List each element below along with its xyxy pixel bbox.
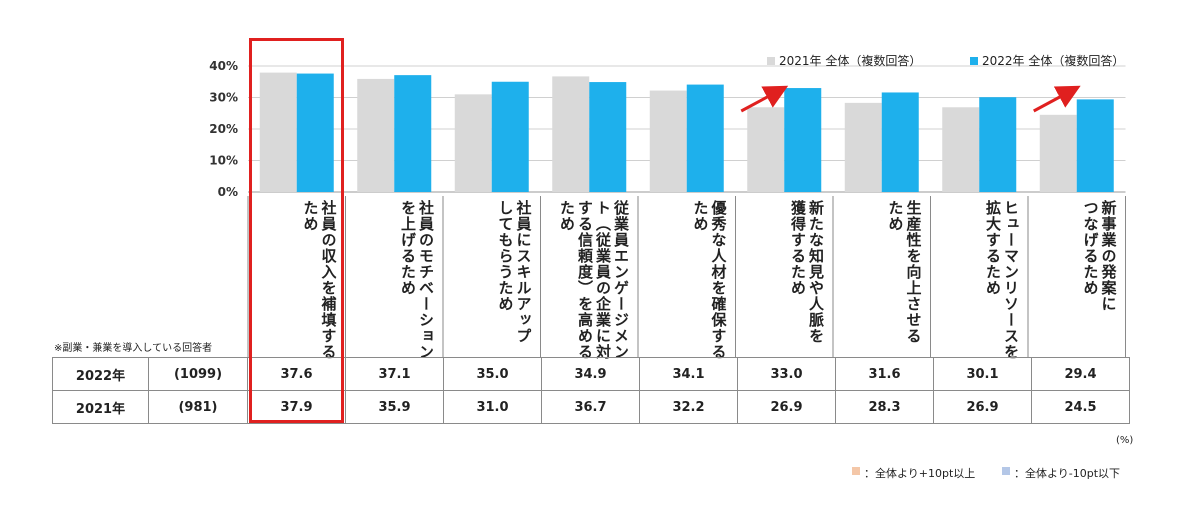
category-label: 社員にスキルアップ してもらうため (451, 200, 533, 358)
table-cell: 35.0 (443, 357, 542, 391)
category-label-line: する信頼度）を高める (576, 200, 594, 360)
table-cell: 30.1 (933, 357, 1032, 391)
bar-2022 (784, 88, 822, 192)
table-cell: 26.9 (933, 390, 1032, 424)
category-label: ヒューマンリソースを 拡大するため (939, 200, 1020, 360)
bar-2021 (357, 78, 395, 192)
values-table: 2022年 (1099) 37.6 37.1 35.0 34.9 34.1 33… (52, 357, 1130, 424)
category-label-line: 新たな知見や人脈を (807, 200, 825, 344)
bar-2021 (844, 102, 882, 192)
legend-swatch (767, 57, 775, 65)
y-tick-label: 30% (209, 91, 238, 105)
category-label: 新たな知見や人脈を 獲得するため (744, 200, 825, 358)
bar-2022 (491, 81, 529, 192)
note-below: ：全体より-10pt以下 (1014, 467, 1121, 480)
y-tick-label: 40% (209, 59, 238, 73)
bar-2021 (747, 107, 785, 192)
below-swatch (1002, 467, 1010, 475)
table-cell: 33.0 (737, 357, 836, 391)
table-cell: 37.6 (247, 357, 346, 391)
legend: 2021年 全体（複数回答） 2022年 全体（複数回答） (767, 53, 1124, 68)
bar-2021 (1039, 114, 1077, 192)
category-label-line: ため (301, 200, 320, 232)
table-cell: 32.2 (639, 390, 738, 424)
bar-2022 (979, 97, 1017, 192)
bar-2022 (589, 82, 627, 192)
bar-2022 (394, 75, 432, 192)
category-label-line: 拡大するため (984, 200, 1002, 296)
trend-arrow (740, 85, 789, 113)
category-label-line: ト（従業員の企業に対 (594, 200, 612, 360)
highlight-box (249, 38, 344, 423)
category-label-line: 社員のモチベーション (417, 200, 435, 360)
table-cell: 29.4 (1031, 357, 1130, 391)
category-label-line: 獲得するため (789, 200, 807, 296)
y-tick-label: 0% (218, 185, 238, 199)
category-label-line: ヒューマンリソースを (1002, 200, 1020, 360)
table-cell: 34.1 (639, 357, 738, 391)
table-cell: 36.7 (541, 390, 640, 424)
bar-2021 (454, 94, 492, 192)
bar-2022 (686, 84, 724, 192)
y-tick-label: 20% (209, 122, 238, 136)
table-cell: 24.5 (1031, 390, 1130, 424)
category-label-line: してもらうため (496, 200, 515, 312)
legend-swatch (970, 57, 978, 65)
row-count: (1099) (148, 357, 248, 391)
category-label-line: 生産性を向上させる (904, 200, 923, 344)
category-label: 新事業の発案に つなげるため (1036, 200, 1118, 358)
table-cell: 28.3 (835, 390, 934, 424)
table-cell: 34.9 (541, 357, 640, 391)
table-cell: 26.9 (737, 390, 836, 424)
bar-2022 (296, 73, 334, 192)
legend-label: 2022年 全体（複数回答） (982, 53, 1124, 68)
category-label-line: ため (558, 200, 576, 232)
bar-2021 (942, 107, 980, 192)
row-count: (981) (148, 390, 248, 424)
trend-arrow (1033, 85, 1081, 113)
category-label: 生産性を向上させる ため (841, 200, 923, 358)
bar-2021 (552, 76, 590, 192)
trend-arrows (740, 85, 1081, 113)
bar-2021 (649, 90, 687, 192)
above-swatch (852, 467, 860, 475)
category-label-line: ため (691, 200, 710, 232)
category-label-line: 社員にスキルアップ (514, 200, 533, 344)
table-cell: 37.1 (345, 357, 444, 391)
category-label-line: つなげるため (1081, 200, 1100, 296)
category-label: 優秀な人材を確保する ため (646, 200, 728, 360)
unit-label: (%) (1116, 435, 1134, 446)
category-label-line: 社員の収入を補填する (319, 200, 338, 360)
row-year: 2021年 (52, 390, 149, 424)
category-label-line: ため (886, 200, 905, 232)
bar-2022 (1076, 99, 1114, 192)
table-cell: 31.0 (443, 390, 542, 424)
table-cell: 31.6 (835, 357, 934, 391)
bar-2021 (259, 72, 297, 192)
category-label: 従業員エンゲージメン ト（従業員の企業に対 する信頼度）を高める ため (549, 200, 630, 360)
y-tick-label: 10% (209, 154, 238, 168)
table-row: 2022年 (1099) 37.6 37.1 35.0 34.9 34.1 33… (52, 357, 1130, 391)
row-year: 2022年 (52, 357, 149, 391)
table-cell: 35.9 (345, 390, 444, 424)
category-label: 社員の収入を補填する ため (256, 200, 338, 360)
y-axis-ticks: 0% 10% 20% 30% 40% (209, 59, 238, 199)
respondent-note: ※副業・兼業を導入している回答者 (54, 343, 213, 354)
category-label-line: 新事業の発案に (1099, 200, 1118, 312)
category-label-line: 優秀な人材を確保する (709, 200, 728, 360)
note-above: ：全体より+10pt以上 (864, 467, 976, 480)
category-label-line: 従業員エンゲージメン (612, 200, 630, 360)
legend-label: 2021年 全体（複数回答） (779, 53, 921, 68)
category-label-line: を上げるため (399, 200, 417, 296)
category-label: 社員のモチベーション を上げるため (354, 200, 435, 360)
table-row: 2021年 (981) 37.9 35.9 31.0 36.7 32.2 26.… (52, 390, 1130, 424)
bars (259, 72, 1114, 192)
bar-2022 (881, 92, 919, 192)
